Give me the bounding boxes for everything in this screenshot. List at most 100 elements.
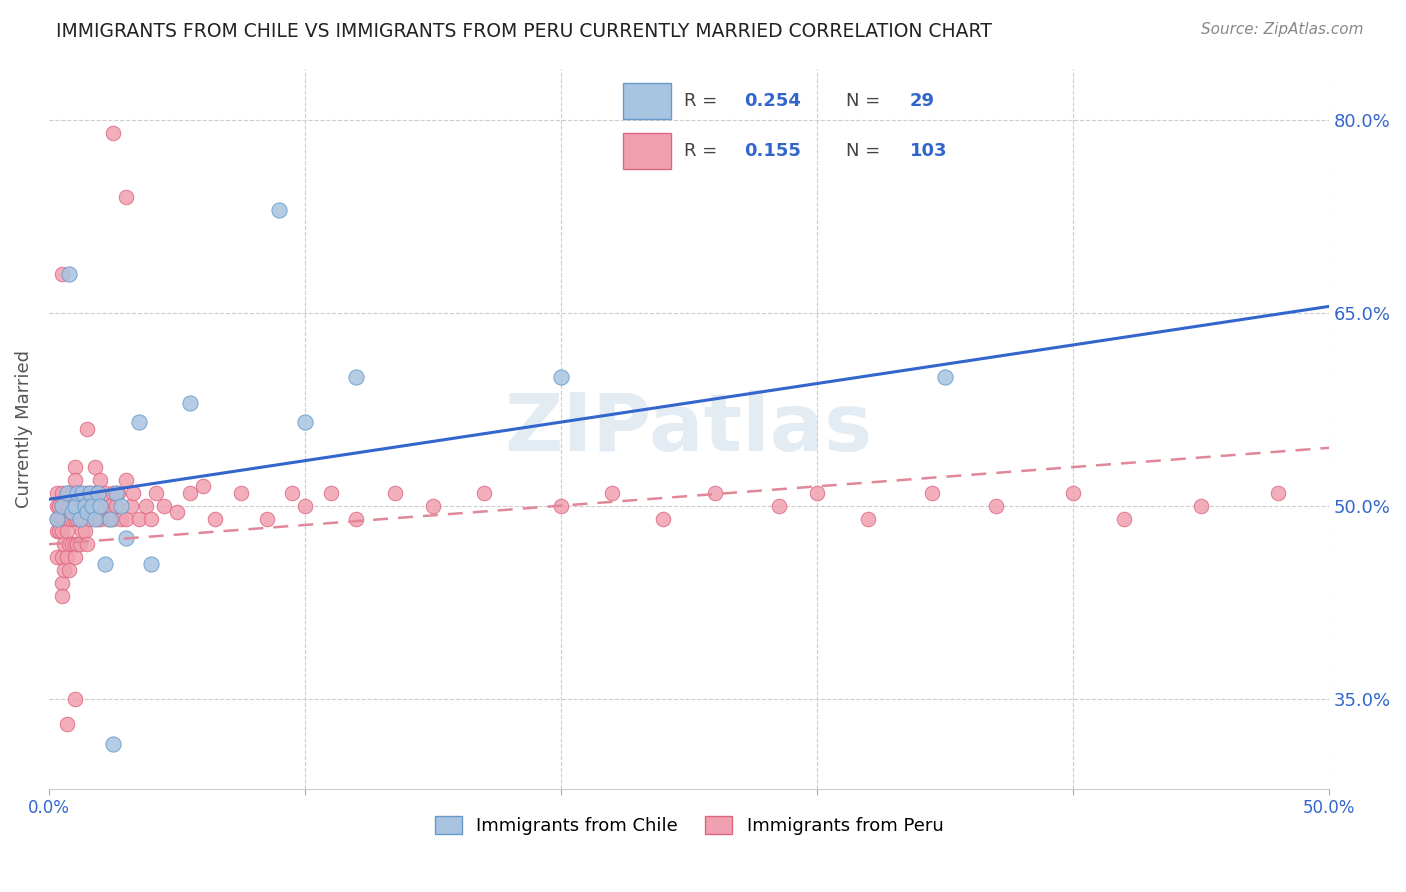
Point — [58, 511, 80, 525]
Point — [56, 524, 79, 539]
Point — [550, 370, 572, 384]
Point — [53, 537, 76, 551]
Point — [1189, 499, 1212, 513]
Point — [69, 511, 91, 525]
Point — [141, 511, 163, 525]
Point — [63, 691, 86, 706]
Point — [63, 537, 86, 551]
Point — [101, 511, 124, 525]
Point — [110, 499, 132, 513]
Point — [135, 499, 157, 513]
Point — [51, 499, 73, 513]
Point — [66, 537, 89, 551]
Point — [58, 267, 80, 281]
Point — [100, 511, 122, 525]
Point — [60, 511, 83, 525]
Point — [45, 485, 67, 500]
Point — [100, 499, 122, 513]
Point — [63, 499, 86, 513]
Point — [48, 511, 70, 525]
Point — [344, 370, 367, 384]
Point — [82, 499, 104, 513]
Point — [104, 499, 127, 513]
Text: 0.155: 0.155 — [744, 142, 801, 160]
Point — [145, 485, 167, 500]
Point — [51, 550, 73, 565]
Point — [58, 563, 80, 577]
Point — [703, 485, 725, 500]
Point — [76, 537, 98, 551]
Point — [128, 415, 150, 429]
Point — [63, 460, 86, 475]
Point — [60, 485, 83, 500]
Point — [58, 537, 80, 551]
Bar — [623, 83, 671, 120]
Point — [921, 485, 943, 500]
Point — [269, 202, 291, 217]
Point — [179, 485, 201, 500]
Point — [856, 511, 879, 525]
Point — [58, 499, 80, 513]
Point — [48, 499, 70, 513]
Text: Source: ZipAtlas.com: Source: ZipAtlas.com — [1201, 22, 1364, 37]
Point — [91, 499, 114, 513]
Point — [45, 550, 67, 565]
Point — [69, 511, 91, 525]
Point — [72, 499, 94, 513]
Point — [63, 511, 86, 525]
Point — [51, 524, 73, 539]
Text: R =: R = — [685, 142, 723, 160]
Point — [79, 511, 101, 525]
Point — [294, 499, 316, 513]
Point — [281, 485, 304, 500]
Point — [69, 537, 91, 551]
Point — [79, 485, 101, 500]
Legend: Immigrants from Chile, Immigrants from Peru: Immigrants from Chile, Immigrants from P… — [426, 807, 952, 845]
Text: ZIPatlas: ZIPatlas — [505, 390, 873, 467]
Point — [114, 511, 136, 525]
Point — [179, 396, 201, 410]
Y-axis label: Currently Married: Currently Married — [15, 350, 32, 508]
Point — [114, 190, 136, 204]
Point — [89, 473, 111, 487]
Point — [256, 511, 278, 525]
Point — [66, 511, 89, 525]
Point — [319, 485, 342, 500]
Point — [51, 499, 73, 513]
Point — [53, 499, 76, 513]
Point — [1062, 485, 1084, 500]
Point — [84, 485, 107, 500]
Point — [1267, 485, 1289, 500]
Point — [51, 575, 73, 590]
Point — [101, 126, 124, 140]
Point — [153, 499, 176, 513]
Point — [69, 485, 91, 500]
Point — [84, 460, 107, 475]
Point — [229, 485, 252, 500]
Point — [66, 485, 89, 500]
Point — [94, 557, 117, 571]
Text: R =: R = — [685, 92, 723, 110]
Point — [104, 485, 127, 500]
Point — [63, 550, 86, 565]
Point — [73, 499, 96, 513]
Point — [472, 485, 495, 500]
Point — [120, 499, 142, 513]
Point — [51, 267, 73, 281]
Point — [48, 524, 70, 539]
Point — [51, 589, 73, 603]
Point — [204, 511, 226, 525]
Point — [84, 511, 107, 525]
Text: 103: 103 — [910, 142, 948, 160]
Point — [56, 550, 79, 565]
Point — [56, 485, 79, 500]
Point — [550, 499, 572, 513]
Point — [94, 485, 117, 500]
Point — [82, 499, 104, 513]
Point — [66, 485, 89, 500]
Point — [60, 505, 83, 519]
Text: N =: N = — [846, 92, 886, 110]
Point — [51, 485, 73, 500]
Point — [89, 511, 111, 525]
Point — [72, 485, 94, 500]
